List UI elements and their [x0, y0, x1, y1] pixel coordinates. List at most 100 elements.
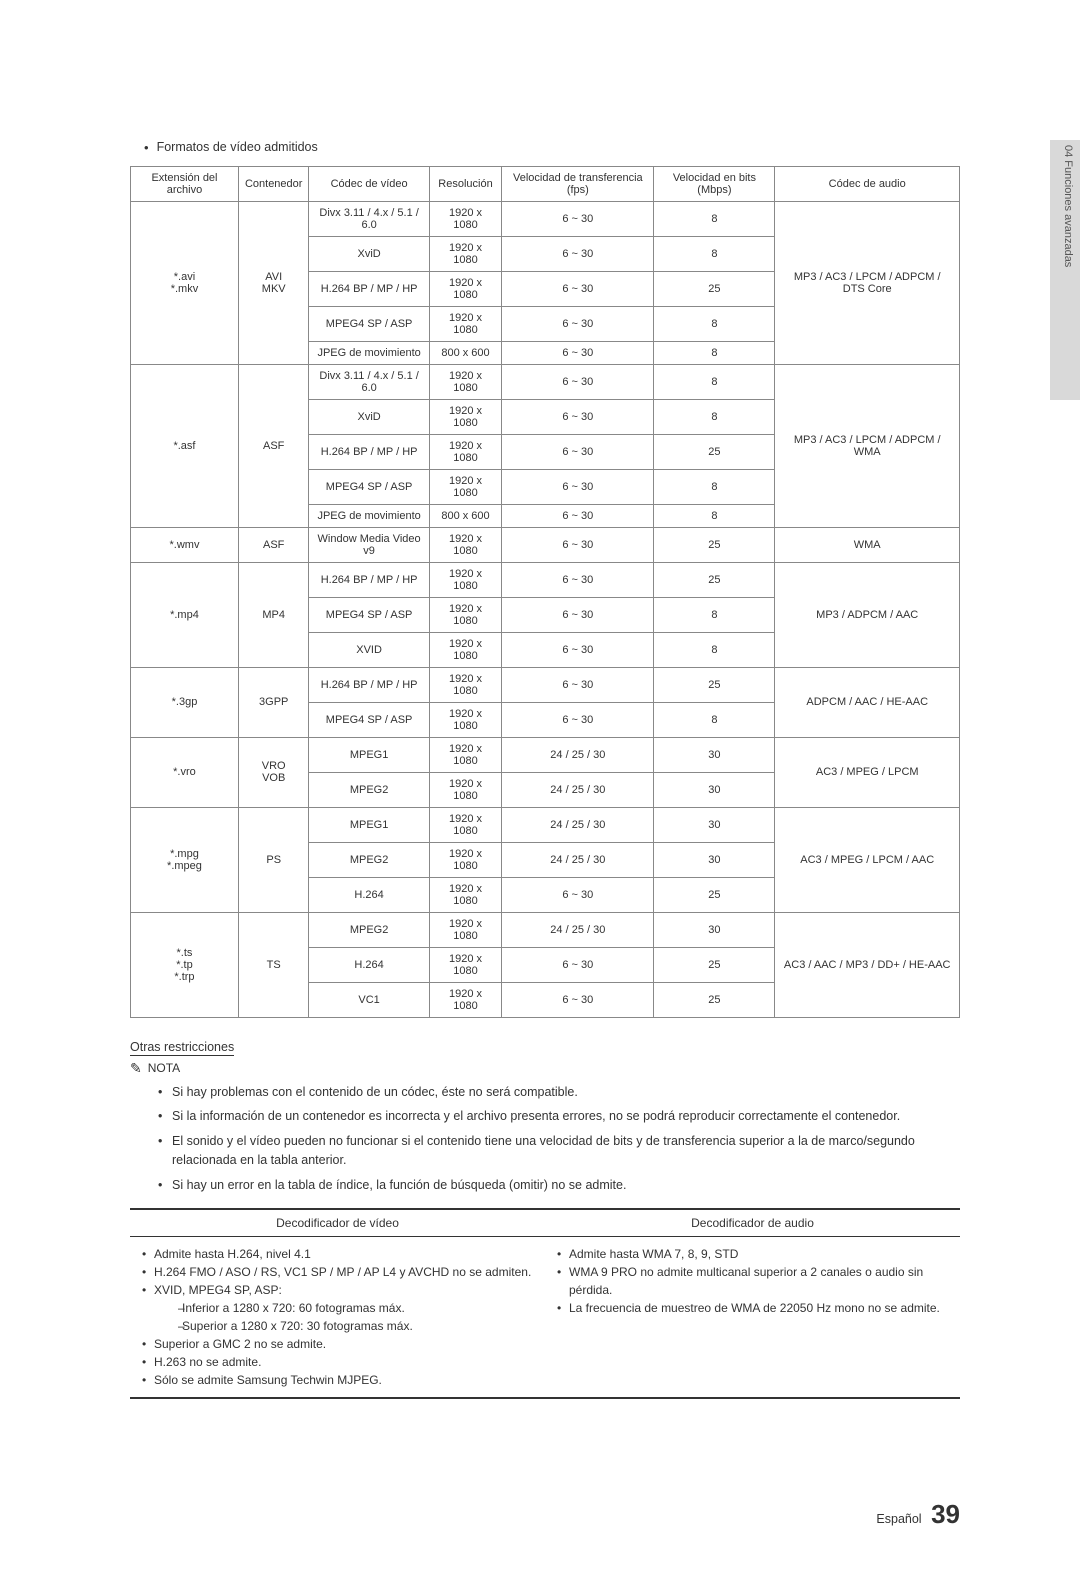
codec-cell: JPEG de movimiento: [309, 341, 429, 364]
codec-cell: 1920 x 1080: [429, 527, 502, 562]
codec-cell: 8: [654, 364, 775, 399]
codec-cell: MPEG2: [309, 842, 429, 877]
codec-cell: 6 ~ 30: [502, 504, 654, 527]
codec-cell: 6 ~ 30: [502, 201, 654, 236]
container-cell: TS: [238, 912, 309, 1017]
audio-dec-item: WMA 9 PRO no admite multicanal superior …: [551, 1263, 954, 1299]
codec-row: *.asfASFDivx 3.11 / 4.x / 5.1 / 6.01920 …: [131, 364, 960, 399]
audio-decoder-list: Admite hasta WMA 7, 8, 9, STDWMA 9 PRO n…: [551, 1245, 954, 1317]
audio-cell: AC3 / MPEG / LPCM: [775, 737, 960, 807]
codec-cell: 6 ~ 30: [502, 271, 654, 306]
nota-label: NOTA: [148, 1061, 180, 1075]
codec-cell: 24 / 25 / 30: [502, 842, 654, 877]
video-dec-subitem: Inferior a 1280 x 720: 60 fotogramas máx…: [164, 1299, 539, 1317]
codec-cell: 24 / 25 / 30: [502, 807, 654, 842]
ext-cell: *.ts*.tp*.trp: [131, 912, 239, 1017]
codec-cell: 6 ~ 30: [502, 306, 654, 341]
codec-cell: H.264 BP / MP / HP: [309, 434, 429, 469]
codec-header: Resolución: [429, 166, 502, 201]
codec-cell: 1920 x 1080: [429, 702, 502, 737]
codec-header: Extensión del archivo: [131, 166, 239, 201]
bullet-icon: •: [144, 140, 149, 156]
container-cell: MP4: [238, 562, 309, 667]
codec-cell: 25: [654, 947, 775, 982]
container-cell: VROVOB: [238, 737, 309, 807]
note-item: Si la información de un contenedor es in…: [158, 1107, 960, 1126]
codec-cell: 1920 x 1080: [429, 877, 502, 912]
codec-cell: 1920 x 1080: [429, 737, 502, 772]
other-restrictions-title: Otras restricciones: [130, 1040, 234, 1056]
codec-cell: 8: [654, 236, 775, 271]
codec-header: Velocidad en bits (Mbps): [654, 166, 775, 201]
audio-cell: AC3 / MPEG / LPCM / AAC: [775, 807, 960, 912]
codec-cell: VC1: [309, 982, 429, 1017]
audio-cell: MP3 / AC3 / LPCM / ADPCM / DTS Core: [775, 201, 960, 364]
footer-page-number: 39: [931, 1499, 960, 1529]
codec-cell: JPEG de movimiento: [309, 504, 429, 527]
codec-cell: 1920 x 1080: [429, 364, 502, 399]
codec-cell: MPEG4 SP / ASP: [309, 702, 429, 737]
codec-cell: 800 x 600: [429, 341, 502, 364]
codec-cell: 1920 x 1080: [429, 236, 502, 271]
container-cell: 3GPP: [238, 667, 309, 737]
codec-cell: 6 ~ 30: [502, 982, 654, 1017]
codec-cell: 1920 x 1080: [429, 807, 502, 842]
codec-cell: H.264 BP / MP / HP: [309, 667, 429, 702]
video-dec-sublist: Inferior a 1280 x 720: 60 fotogramas máx…: [136, 1299, 539, 1335]
codec-cell: 25: [654, 271, 775, 306]
video-dec-item: H.263 no se admite.: [136, 1353, 539, 1371]
codec-cell: 8: [654, 702, 775, 737]
codec-cell: 1920 x 1080: [429, 982, 502, 1017]
container-cell: AVIMKV: [238, 201, 309, 364]
codec-cell: 1920 x 1080: [429, 201, 502, 236]
codec-header-row: Extensión del archivoContenedorCódec de …: [131, 166, 960, 201]
container-cell: ASF: [238, 364, 309, 527]
codec-cell: 8: [654, 306, 775, 341]
codec-cell: 24 / 25 / 30: [502, 737, 654, 772]
codec-cell: 25: [654, 527, 775, 562]
decoder-audio-cell: Admite hasta WMA 7, 8, 9, STDWMA 9 PRO n…: [545, 1237, 960, 1399]
codec-row: *.ts*.tp*.trpTSMPEG21920 x 108024 / 25 /…: [131, 912, 960, 947]
ext-cell: *.mpg*.mpeg: [131, 807, 239, 912]
ext-cell: *.3gp: [131, 667, 239, 737]
decoder-video-header: Decodificador de vídeo: [130, 1209, 545, 1237]
codec-cell: 1920 x 1080: [429, 271, 502, 306]
codec-cell: 8: [654, 632, 775, 667]
codec-header: Contenedor: [238, 166, 309, 201]
codec-cell: 6 ~ 30: [502, 947, 654, 982]
codec-table: Extensión del archivoContenedorCódec de …: [130, 166, 960, 1018]
codec-body: *.avi*.mkvAVIMKVDivx 3.11 / 4.x / 5.1 / …: [131, 201, 960, 1017]
codec-cell: 25: [654, 434, 775, 469]
codec-cell: 6 ~ 30: [502, 434, 654, 469]
codec-cell: 6 ~ 30: [502, 702, 654, 737]
codec-header: Velocidad de transferencia (fps): [502, 166, 654, 201]
codec-cell: 24 / 25 / 30: [502, 912, 654, 947]
audio-cell: MP3 / ADPCM / AAC: [775, 562, 960, 667]
codec-cell: 30: [654, 737, 775, 772]
container-cell: ASF: [238, 527, 309, 562]
audio-dec-item: Admite hasta WMA 7, 8, 9, STD: [551, 1245, 954, 1263]
codec-cell: 6 ~ 30: [502, 341, 654, 364]
codec-cell: 6 ~ 30: [502, 364, 654, 399]
video-dec-item: Admite hasta H.264, nivel 4.1: [136, 1245, 539, 1263]
codec-cell: 8: [654, 399, 775, 434]
codec-cell: 6 ~ 30: [502, 667, 654, 702]
codec-cell: 24 / 25 / 30: [502, 772, 654, 807]
codec-cell: 25: [654, 877, 775, 912]
codec-cell: 6 ~ 30: [502, 236, 654, 271]
codec-cell: H.264 BP / MP / HP: [309, 562, 429, 597]
codec-cell: Divx 3.11 / 4.x / 5.1 / 6.0: [309, 201, 429, 236]
footer-lang: Español: [876, 1512, 921, 1526]
codec-cell: 8: [654, 341, 775, 364]
side-chapter-label: 04 Funciones avanzadas: [1062, 145, 1074, 267]
nota-row: ✎ NOTA: [130, 1060, 960, 1077]
video-decoder-list: Admite hasta H.264, nivel 4.1H.264 FMO /…: [136, 1245, 539, 1389]
decoder-video-cell: Admite hasta H.264, nivel 4.1H.264 FMO /…: [130, 1237, 545, 1399]
codec-row: *.mpg*.mpegPSMPEG11920 x 108024 / 25 / 3…: [131, 807, 960, 842]
audio-dec-item: La frecuencia de muestreo de WMA de 2205…: [551, 1299, 954, 1317]
audio-cell: ADPCM / AAC / HE-AAC: [775, 667, 960, 737]
codec-cell: 25: [654, 982, 775, 1017]
container-cell: PS: [238, 807, 309, 912]
codec-row: *.3gp3GPPH.264 BP / MP / HP1920 x 10806 …: [131, 667, 960, 702]
note-item: El sonido y el vídeo pueden no funcionar…: [158, 1132, 960, 1170]
